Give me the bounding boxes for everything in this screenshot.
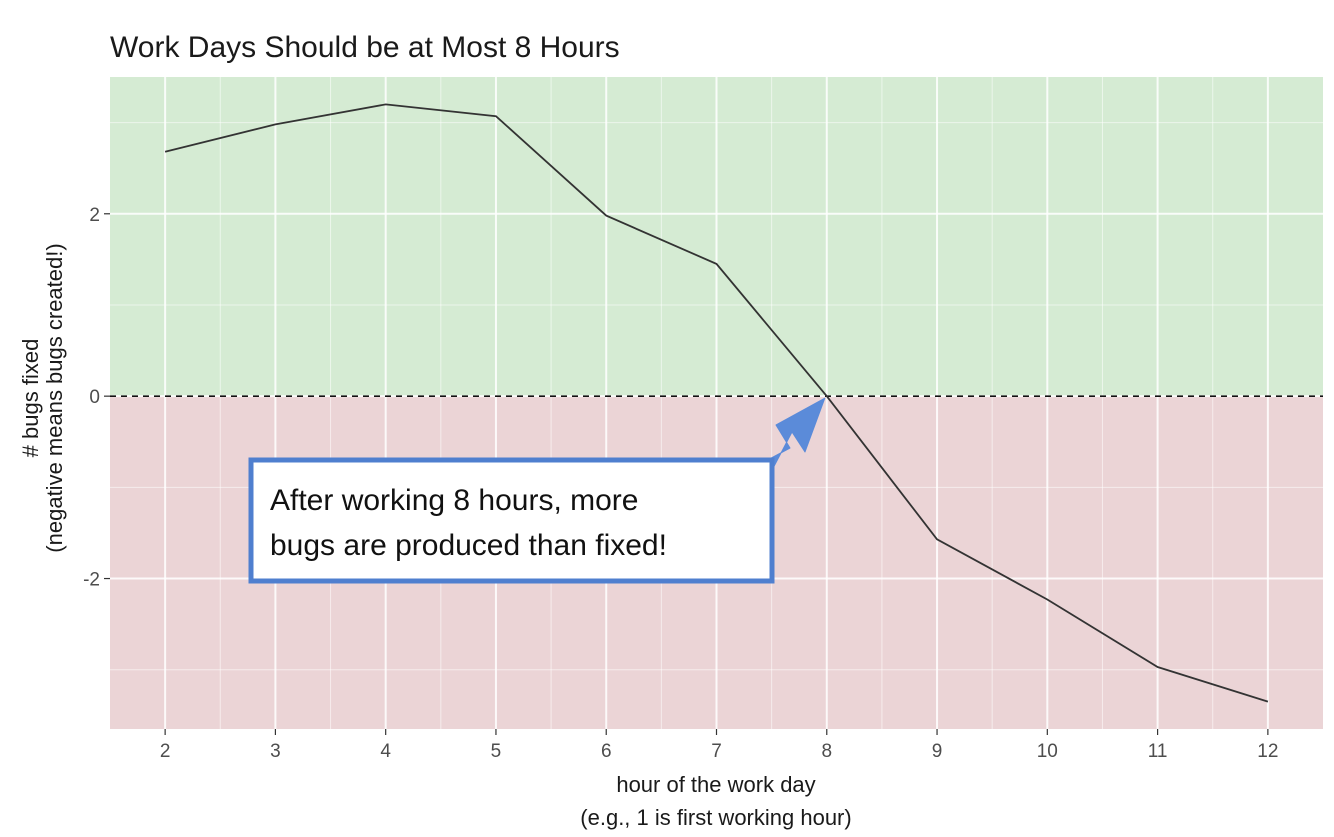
y-axis-ticks: -2 0 2 [83,205,110,591]
annotation-line-1: After working 8 hours, more [270,484,638,517]
y-axis-label: # bugs fixed [18,339,43,458]
x-tick-label: 2 [160,741,171,762]
x-tick-label: 8 [821,741,832,762]
x-tick-label: 6 [601,741,612,762]
x-tick-label: 9 [932,741,943,762]
x-axis-ticks: 2 3 4 5 6 7 8 9 10 11 12 [160,729,1278,762]
y-tick-label: 2 [89,205,100,226]
x-tick-label: 7 [711,741,722,762]
x-axis-label-sub: (e.g., 1 is first working hour) [580,805,851,830]
chart-title: Work Days Should be at Most 8 Hours [110,31,620,64]
x-tick-label: 11 [1148,741,1168,762]
series-line [164,103,1269,703]
x-axis-label: hour of the work day [616,772,815,797]
x-tick-label: 3 [270,741,281,762]
x-tick-label: 5 [491,741,502,762]
x-tick-label: 12 [1257,741,1278,762]
annotation-box [248,457,775,584]
x-tick-label: 4 [380,741,391,762]
y-tick-label: -2 [83,570,100,591]
y-axis-label-sub: (negative means bugs created!) [42,243,67,552]
y-tick-label: 0 [89,387,100,408]
annotation: After working 8 hours, more bugs are pro… [248,397,826,584]
x-tick-label: 10 [1037,741,1058,762]
annotation-line-2: bugs are produced than fixed! [270,529,667,562]
data-series [164,103,1269,703]
